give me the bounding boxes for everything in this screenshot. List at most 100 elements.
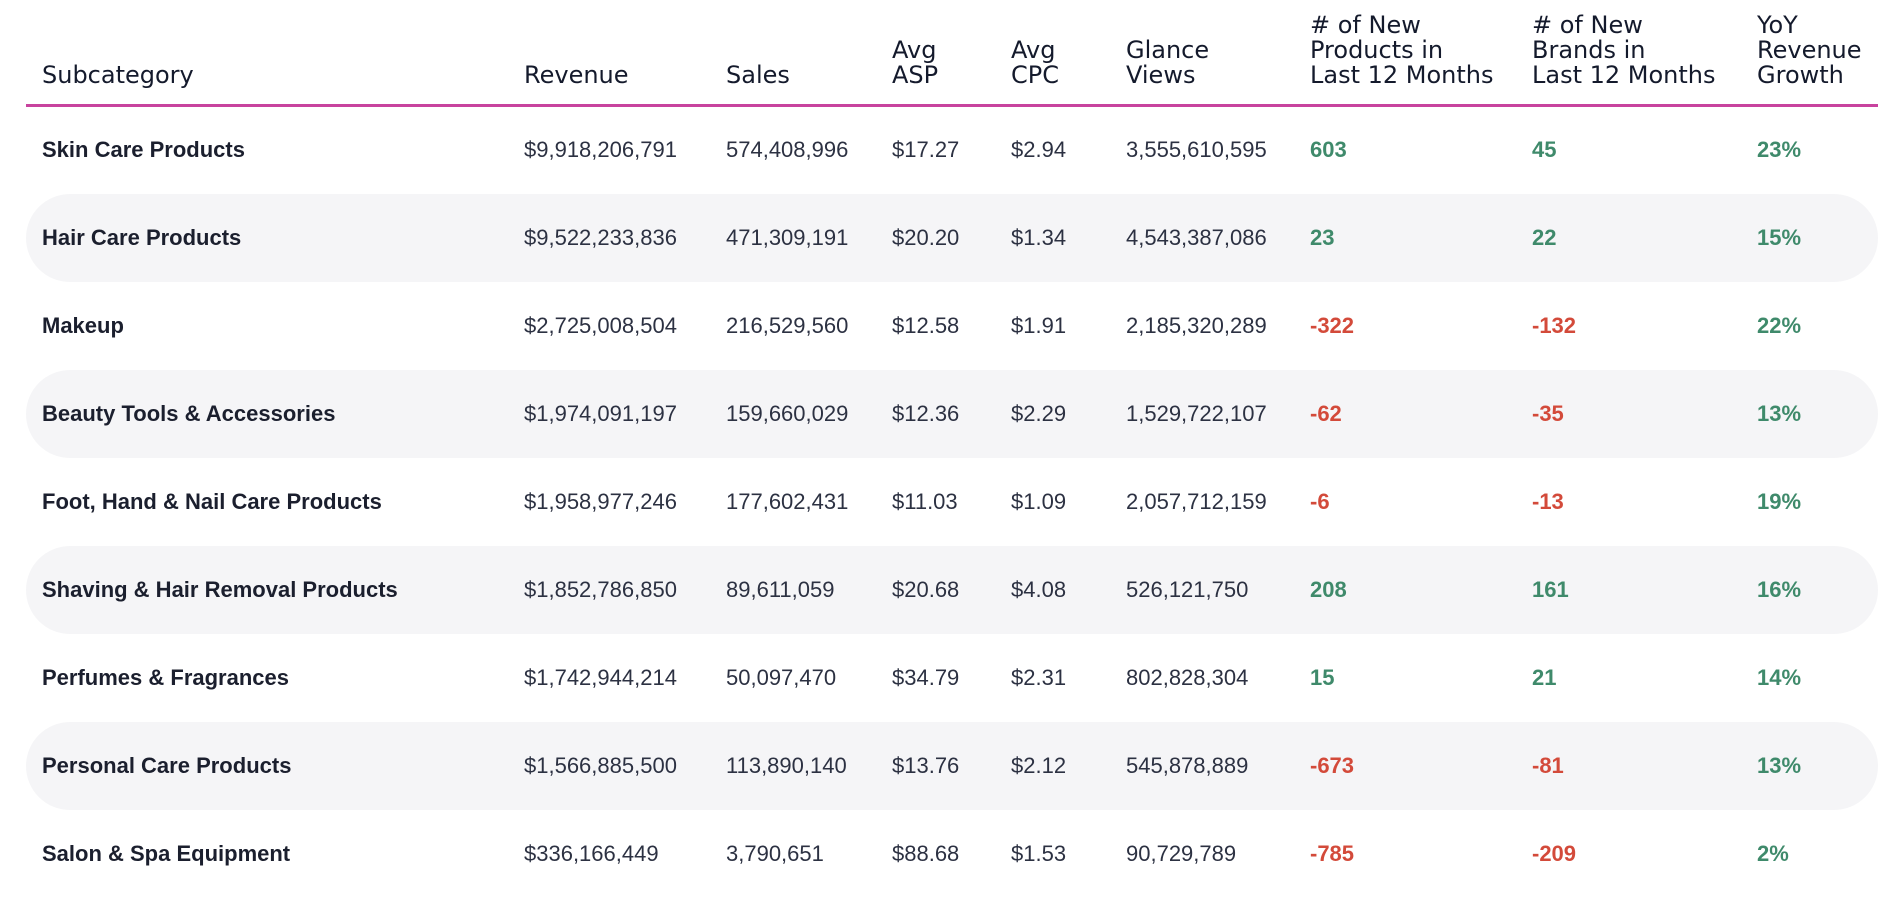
cell-avg-asp: $88.68 [892, 841, 960, 866]
column-header-avg-asp: Avg ASP [892, 36, 939, 89]
cell-glance-views: 802,828,304 [1126, 665, 1249, 690]
cell-avg-asp: $12.58 [892, 313, 960, 338]
cell-yoy-growth: 13% [1757, 401, 1802, 426]
table-row: Beauty Tools & Accessories $1,974,091,197… [26, 370, 1878, 458]
cell-avg-asp: $12.36 [892, 401, 960, 426]
cell-revenue: $1,958,977,246 [524, 489, 677, 514]
cell-avg-cpc: $2.94 [1011, 137, 1067, 162]
cell-sales: 177,602,431 [726, 489, 849, 514]
column-header-new-brands: # of New Brands in Last 12 Months [1532, 11, 1716, 89]
cell-new-products: 208 [1310, 577, 1347, 602]
cell-avg-asp: $11.03 [892, 489, 958, 514]
cell-new-brands: -13 [1532, 489, 1564, 514]
table-row: Skin Care Products $9,918,206,791 574,408,… [26, 106, 1878, 194]
cell-subcategory: Salon & Spa Equipment [42, 841, 291, 866]
cell-revenue: $2,725,008,504 [524, 313, 677, 338]
cell-new-brands: -35 [1532, 401, 1564, 426]
cell-revenue: $336,166,449 [524, 841, 659, 866]
cell-glance-views: 90,729,789 [1126, 841, 1237, 866]
cell-glance-views: 545,878,889 [1126, 753, 1249, 778]
table-row: Foot, Hand & Nail Care Products $1,958,97… [26, 458, 1878, 546]
cell-glance-views: 4,543,387,086 [1126, 225, 1267, 250]
cell-yoy-growth: 15% [1757, 225, 1802, 250]
cell-avg-cpc: $1.91 [1011, 313, 1067, 338]
cell-revenue: $1,974,091,197 [524, 401, 677, 426]
cell-new-products: -785 [1310, 841, 1355, 866]
cell-sales: 159,660,029 [726, 401, 849, 426]
table-row: Shaving & Hair Removal Products $1,852,78… [26, 546, 1878, 634]
cell-new-brands: 161 [1532, 577, 1569, 602]
cell-new-brands: 21 [1532, 665, 1557, 690]
cell-avg-cpc: $1.34 [1011, 225, 1067, 250]
cell-glance-views: 2,185,320,289 [1126, 313, 1267, 338]
table-row: Salon & Spa Equipment $336,166,449 3,790,6… [26, 810, 1878, 898]
cell-revenue: $1,742,944,214 [524, 665, 677, 690]
column-header-new-products: # of New Products in Last 12 Months [1310, 11, 1494, 89]
cell-sales: 471,309,191 [726, 225, 849, 250]
cell-yoy-growth: 2% [1757, 841, 1789, 866]
cell-sales: 50,097,470 [726, 665, 837, 690]
cell-new-products: -322 [1310, 313, 1355, 338]
table-row: Personal Care Products $1,566,885,500 113,… [26, 722, 1878, 810]
cell-subcategory: Makeup [42, 313, 124, 338]
cell-sales: 113,890,140 [726, 753, 847, 778]
cell-yoy-growth: 22% [1757, 313, 1802, 338]
table-body: Skin Care Products $9,918,206,791 574,408,… [26, 106, 1878, 898]
cell-glance-views: 2,057,712,159 [1126, 489, 1267, 514]
cell-avg-cpc: $2.12 [1011, 753, 1067, 778]
cell-subcategory: Perfumes & Fragrances [42, 665, 289, 690]
cell-yoy-growth: 13% [1757, 753, 1802, 778]
cell-subcategory: Beauty Tools & Accessories [42, 401, 336, 426]
cell-avg-cpc: $2.31 [1011, 665, 1067, 690]
cell-new-products: 603 [1310, 137, 1347, 162]
cell-subcategory: Personal Care Products [42, 753, 292, 778]
column-header-sales: Sales [726, 61, 790, 89]
cell-subcategory: Shaving & Hair Removal Products [42, 577, 398, 602]
cell-sales: 3,790,651 [726, 841, 824, 866]
table-row: Perfumes & Fragrances $1,742,944,214 50,09… [26, 634, 1878, 722]
cell-new-brands: -81 [1532, 753, 1564, 778]
cell-avg-cpc: $1.53 [1011, 841, 1067, 866]
cell-new-products: -6 [1310, 489, 1330, 514]
cell-sales: 89,611,059 [726, 577, 835, 602]
table-header: Subcategory Revenue Sales Avg ASP Avg CPC Gla… [26, 0, 1878, 107]
cell-sales: 216,529,560 [726, 313, 849, 338]
cell-revenue: $9,522,233,836 [524, 225, 677, 250]
cell-avg-asp: $17.27 [892, 137, 960, 162]
cell-yoy-growth: 14% [1757, 665, 1802, 690]
cell-yoy-growth: 16% [1757, 577, 1802, 602]
cell-subcategory: Foot, Hand & Nail Care Products [42, 489, 382, 514]
cell-avg-asp: $34.79 [892, 665, 960, 690]
cell-avg-cpc: $4.08 [1011, 577, 1067, 602]
cell-yoy-growth: 19% [1757, 489, 1802, 514]
cell-revenue: $1,852,786,850 [524, 577, 677, 602]
cell-new-brands: 45 [1532, 137, 1557, 162]
cell-new-products: -673 [1310, 753, 1355, 778]
column-header-glance-views: Glance Views [1126, 36, 1210, 89]
cell-subcategory: Skin Care Products [42, 137, 245, 162]
cell-avg-asp: $20.20 [892, 225, 960, 250]
cell-subcategory: Hair Care Products [42, 225, 242, 250]
cell-avg-asp: $20.68 [892, 577, 960, 602]
table-row: Hair Care Products $9,522,233,836 471,309,… [26, 194, 1878, 282]
cell-avg-asp: $13.76 [892, 753, 960, 778]
cell-revenue: $1,566,885,500 [524, 753, 677, 778]
column-header-subcategory: Subcategory [42, 61, 194, 89]
column-header-yoy-growth: YoY Revenue Growth [1757, 11, 1862, 89]
cell-glance-views: 1,529,722,107 [1126, 401, 1267, 426]
cell-revenue: $9,918,206,791 [524, 137, 677, 162]
table-row: Makeup $2,725,008,504 216,529,560 $12.58 $1.… [26, 282, 1878, 370]
column-header-revenue: Revenue [524, 61, 629, 89]
cell-new-products: 23 [1310, 225, 1335, 250]
cell-glance-views: 3,555,610,595 [1126, 137, 1267, 162]
cell-new-products: 15 [1310, 665, 1335, 690]
cell-new-brands: -132 [1532, 313, 1577, 338]
cell-avg-cpc: $2.29 [1011, 401, 1067, 426]
cell-new-products: -62 [1310, 401, 1342, 426]
cell-new-brands: 22 [1532, 225, 1557, 250]
column-header-avg-cpc: Avg CPC [1011, 36, 1059, 89]
cell-new-brands: -209 [1532, 841, 1577, 866]
cell-glance-views: 526,121,750 [1126, 577, 1249, 602]
cell-sales: 574,408,996 [726, 137, 849, 162]
